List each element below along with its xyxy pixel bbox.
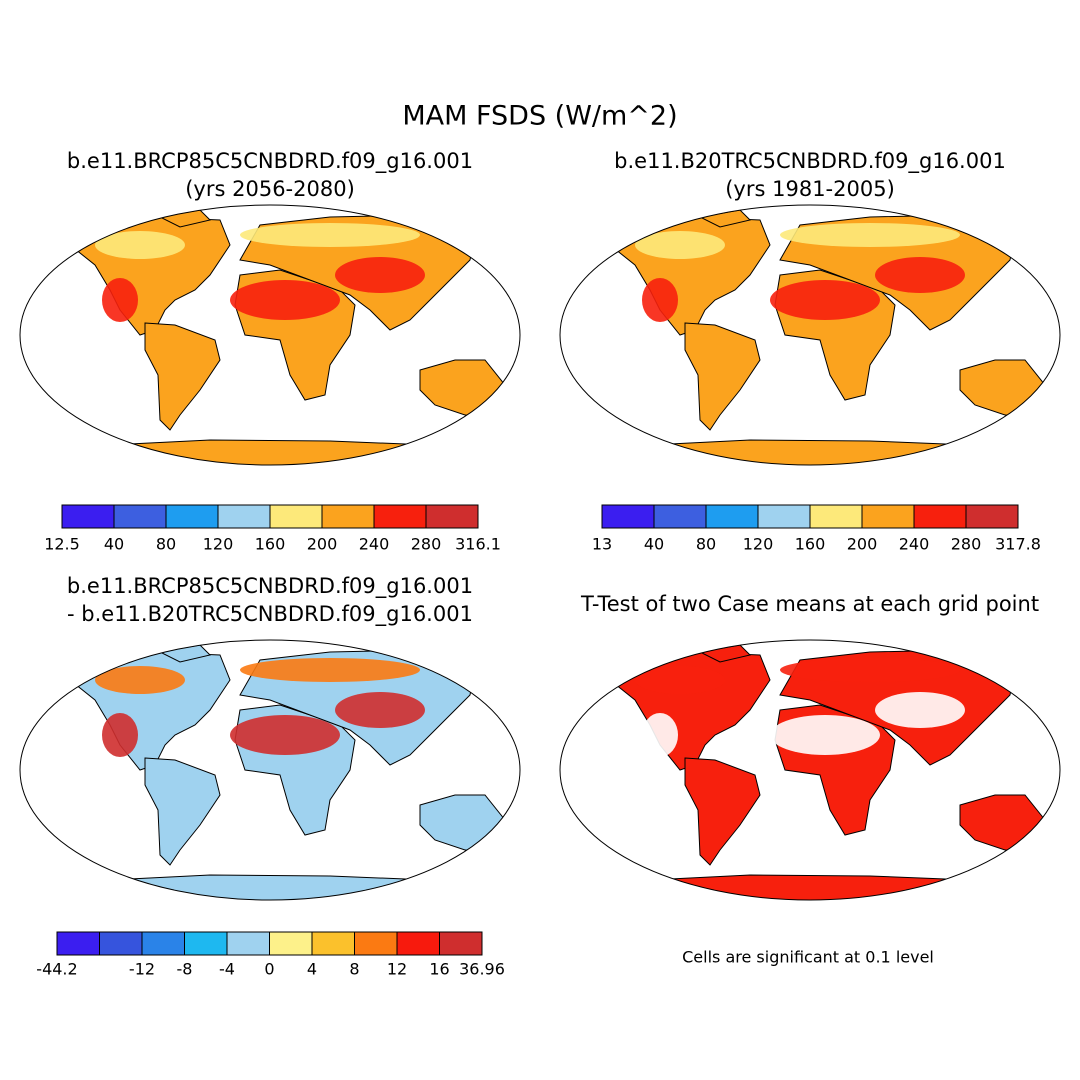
cool-region (240, 223, 420, 247)
colorbar-label: 36.96 (459, 960, 505, 979)
panel-title: b.e11.BRCP85C5CNBDRD.f09_g16.001 (67, 574, 473, 599)
colorbar-box (965, 504, 1019, 529)
colorbar-label: 80 (696, 535, 716, 554)
colorbar-box (425, 504, 479, 529)
colorbar-box (321, 504, 375, 529)
colorbar-box (56, 931, 100, 956)
colorbar-label: 200 (847, 535, 878, 554)
hot-region (875, 257, 965, 293)
colorbar-label: -12 (129, 960, 155, 979)
hot-region (642, 713, 678, 757)
colorbar-box (311, 931, 355, 956)
colorbar-box (269, 504, 323, 529)
colorbar-box (809, 504, 863, 529)
hot-region (770, 715, 880, 755)
colorbar-box (601, 504, 655, 529)
colorbar-box (757, 504, 811, 529)
colorbar-label: -44.2 (36, 960, 77, 979)
colorbar-label: 12.5 (44, 535, 80, 554)
colorbar-label: 240 (359, 535, 390, 554)
map-border (19, 639, 521, 901)
cool-region (635, 231, 725, 259)
map (19, 204, 521, 466)
colorbar-label: 316.1 (455, 535, 501, 554)
panel-title: (yrs 1981-2005) (725, 177, 895, 201)
hot-region (102, 713, 138, 757)
colorbar-box (184, 931, 228, 956)
colorbar-box (913, 504, 967, 529)
colorbar-label: 240 (899, 535, 930, 554)
map-land (609, 644, 1046, 900)
colorbar-box (705, 504, 759, 529)
cool-region (635, 666, 725, 694)
colorbar-label: 160 (255, 535, 286, 554)
colorbar-label: 13 (592, 535, 612, 554)
colorbar-box (861, 504, 915, 529)
colorbar-box (373, 504, 427, 529)
colorbar-box (653, 504, 707, 529)
colorbar-label: 4 (307, 960, 317, 979)
colorbar-box (354, 931, 398, 956)
panel-title: b.e11.BRCP85C5CNBDRD.f09_g16.001 (67, 149, 473, 174)
map-border (559, 639, 1061, 901)
colorbar-box (99, 931, 143, 956)
hot-region (875, 692, 965, 728)
map-border (19, 204, 521, 466)
cool-region (780, 223, 960, 247)
map-border (559, 204, 1061, 466)
hot-region (230, 715, 340, 755)
hot-region (102, 278, 138, 322)
colorbar-label: 120 (743, 535, 774, 554)
hot-region (335, 692, 425, 728)
map-land (609, 209, 1046, 465)
cool-region (780, 658, 960, 682)
colorbar-box (165, 504, 219, 529)
panel-title: (yrs 2056-2080) (185, 177, 355, 201)
cool-region (95, 231, 185, 259)
map (559, 204, 1061, 466)
hot-region (335, 257, 425, 293)
panel-title: - b.e11.B20TRC5CNBDRD.f09_g16.001 (67, 602, 473, 627)
panel-title: T-Test of two Case means at each grid po… (580, 592, 1039, 616)
colorbar-label: 40 (644, 535, 664, 554)
cool-region (95, 666, 185, 694)
map (559, 639, 1061, 901)
map-land (69, 644, 506, 900)
cool-region (240, 658, 420, 682)
colorbar-label: -8 (177, 960, 193, 979)
colorbar-box (269, 931, 313, 956)
colorbar-box (439, 931, 483, 956)
colorbar-label: 280 (411, 535, 442, 554)
map (19, 639, 521, 901)
colorbar-label: 280 (951, 535, 982, 554)
colorbar-label: 120 (203, 535, 234, 554)
hot-region (642, 278, 678, 322)
colorbar-box (141, 931, 185, 956)
panel-note: Cells are significant at 0.1 level (682, 948, 934, 967)
colorbar-label: 317.8 (995, 535, 1041, 554)
colorbar-box (226, 931, 270, 956)
panel-title: b.e11.B20TRC5CNBDRD.f09_g16.001 (614, 149, 1006, 174)
colorbar-label: 16 (429, 960, 449, 979)
colorbar-label: 160 (795, 535, 826, 554)
map-land (69, 209, 506, 465)
colorbar-box (217, 504, 271, 529)
hot-region (770, 280, 880, 320)
colorbar-label: 40 (104, 535, 124, 554)
colorbar-label: 8 (349, 960, 359, 979)
colorbar-label: -4 (219, 960, 235, 979)
colorbar-box (113, 504, 167, 529)
colorbar-label: 80 (156, 535, 176, 554)
colorbar-label: 0 (264, 960, 274, 979)
colorbar-box (396, 931, 440, 956)
colorbar-label: 200 (307, 535, 338, 554)
colorbar-label: 12 (387, 960, 407, 979)
figure-title: MAM FSDS (W/m^2) (402, 101, 677, 132)
colorbar-box (61, 504, 115, 529)
hot-region (230, 280, 340, 320)
